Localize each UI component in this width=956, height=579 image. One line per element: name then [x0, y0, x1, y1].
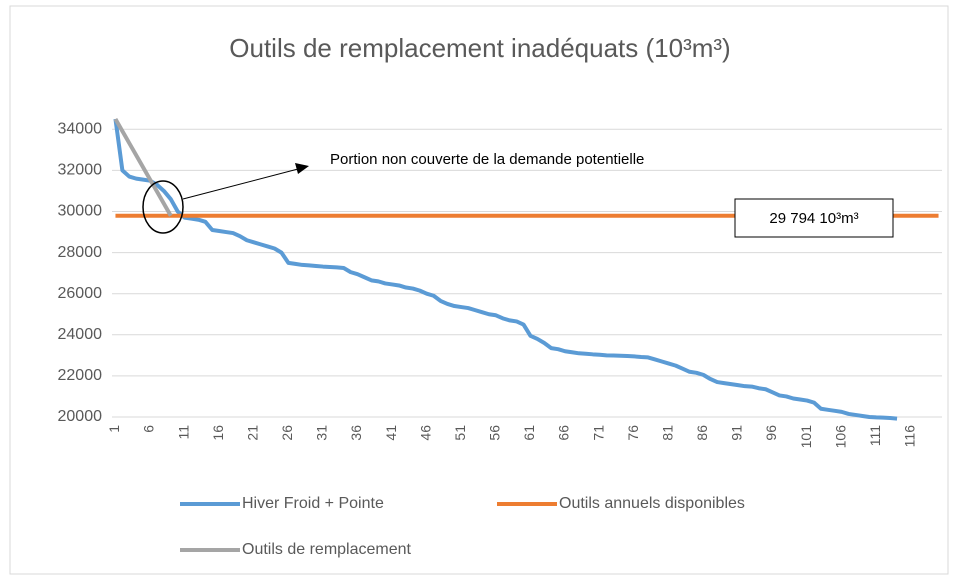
- x-tick-label: 71: [590, 425, 606, 441]
- highlight-ellipse: [142, 180, 184, 234]
- annotation-box: [734, 198, 894, 238]
- x-tick-label: 106: [832, 425, 848, 449]
- chart-border: [9, 5, 949, 575]
- annotation-text: 29 794 10³m³: [769, 210, 858, 227]
- y-tick-label: 32000: [58, 162, 103, 179]
- annotations: Portion non couverte de la demande poten…: [142, 151, 894, 238]
- x-tick-label: 76: [625, 425, 641, 441]
- y-tick-label: 20000: [58, 408, 103, 425]
- x-tick-label: 86: [694, 425, 710, 441]
- chart-title: Outils de remplacement inadéquats (10³m³…: [229, 33, 730, 63]
- y-tick-label: 24000: [58, 326, 103, 343]
- legend-label: Outils annuels disponibles: [559, 495, 745, 512]
- x-tick-label: 46: [417, 425, 433, 441]
- x-tick-label: 16: [210, 425, 226, 441]
- x-tick-label: 91: [729, 425, 745, 441]
- y-tick-label: 26000: [58, 285, 103, 302]
- series-line: [113, 118, 173, 217]
- x-tick-label: 66: [556, 425, 572, 441]
- y-tick-label: 30000: [58, 203, 103, 220]
- y-tick-label: 28000: [58, 244, 103, 261]
- x-tick-label: 36: [348, 425, 364, 441]
- annotation-text: Portion non couverte de la demande poten…: [330, 151, 644, 168]
- x-tick-label: 81: [659, 425, 675, 441]
- x-tick-label: 6: [141, 425, 157, 433]
- x-tick-label: 56: [487, 425, 503, 441]
- x-tick-label: 21: [244, 425, 260, 441]
- x-tick-label: 41: [383, 425, 399, 441]
- arrow-line: [182, 168, 299, 200]
- x-tick-label: 61: [521, 425, 537, 441]
- arrow-head: [295, 163, 309, 174]
- x-tick-label: 116: [902, 425, 918, 448]
- x-tick-label: 26: [279, 425, 295, 441]
- y-tick-label: 34000: [58, 121, 103, 138]
- x-tick-label: 111: [867, 425, 883, 446]
- x-tick-label: 11: [175, 425, 191, 440]
- grid: [112, 128, 942, 418]
- x-tick-label: 51: [452, 425, 468, 441]
- x-tick-label: 1: [106, 425, 122, 433]
- series-line: [113, 118, 898, 421]
- y-tick-label: 22000: [58, 367, 103, 384]
- legend-label: Hiver Froid + Pointe: [242, 495, 384, 512]
- x-tick-label: 31: [314, 425, 330, 441]
- legend-label: Outils de remplacement: [242, 541, 412, 558]
- x-tick-label: 96: [763, 425, 779, 441]
- x-tick-label: 101: [798, 425, 814, 449]
